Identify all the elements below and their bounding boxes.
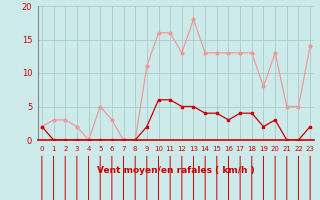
X-axis label: Vent moyen/en rafales ( km/h ): Vent moyen/en rafales ( km/h ) — [97, 166, 255, 175]
